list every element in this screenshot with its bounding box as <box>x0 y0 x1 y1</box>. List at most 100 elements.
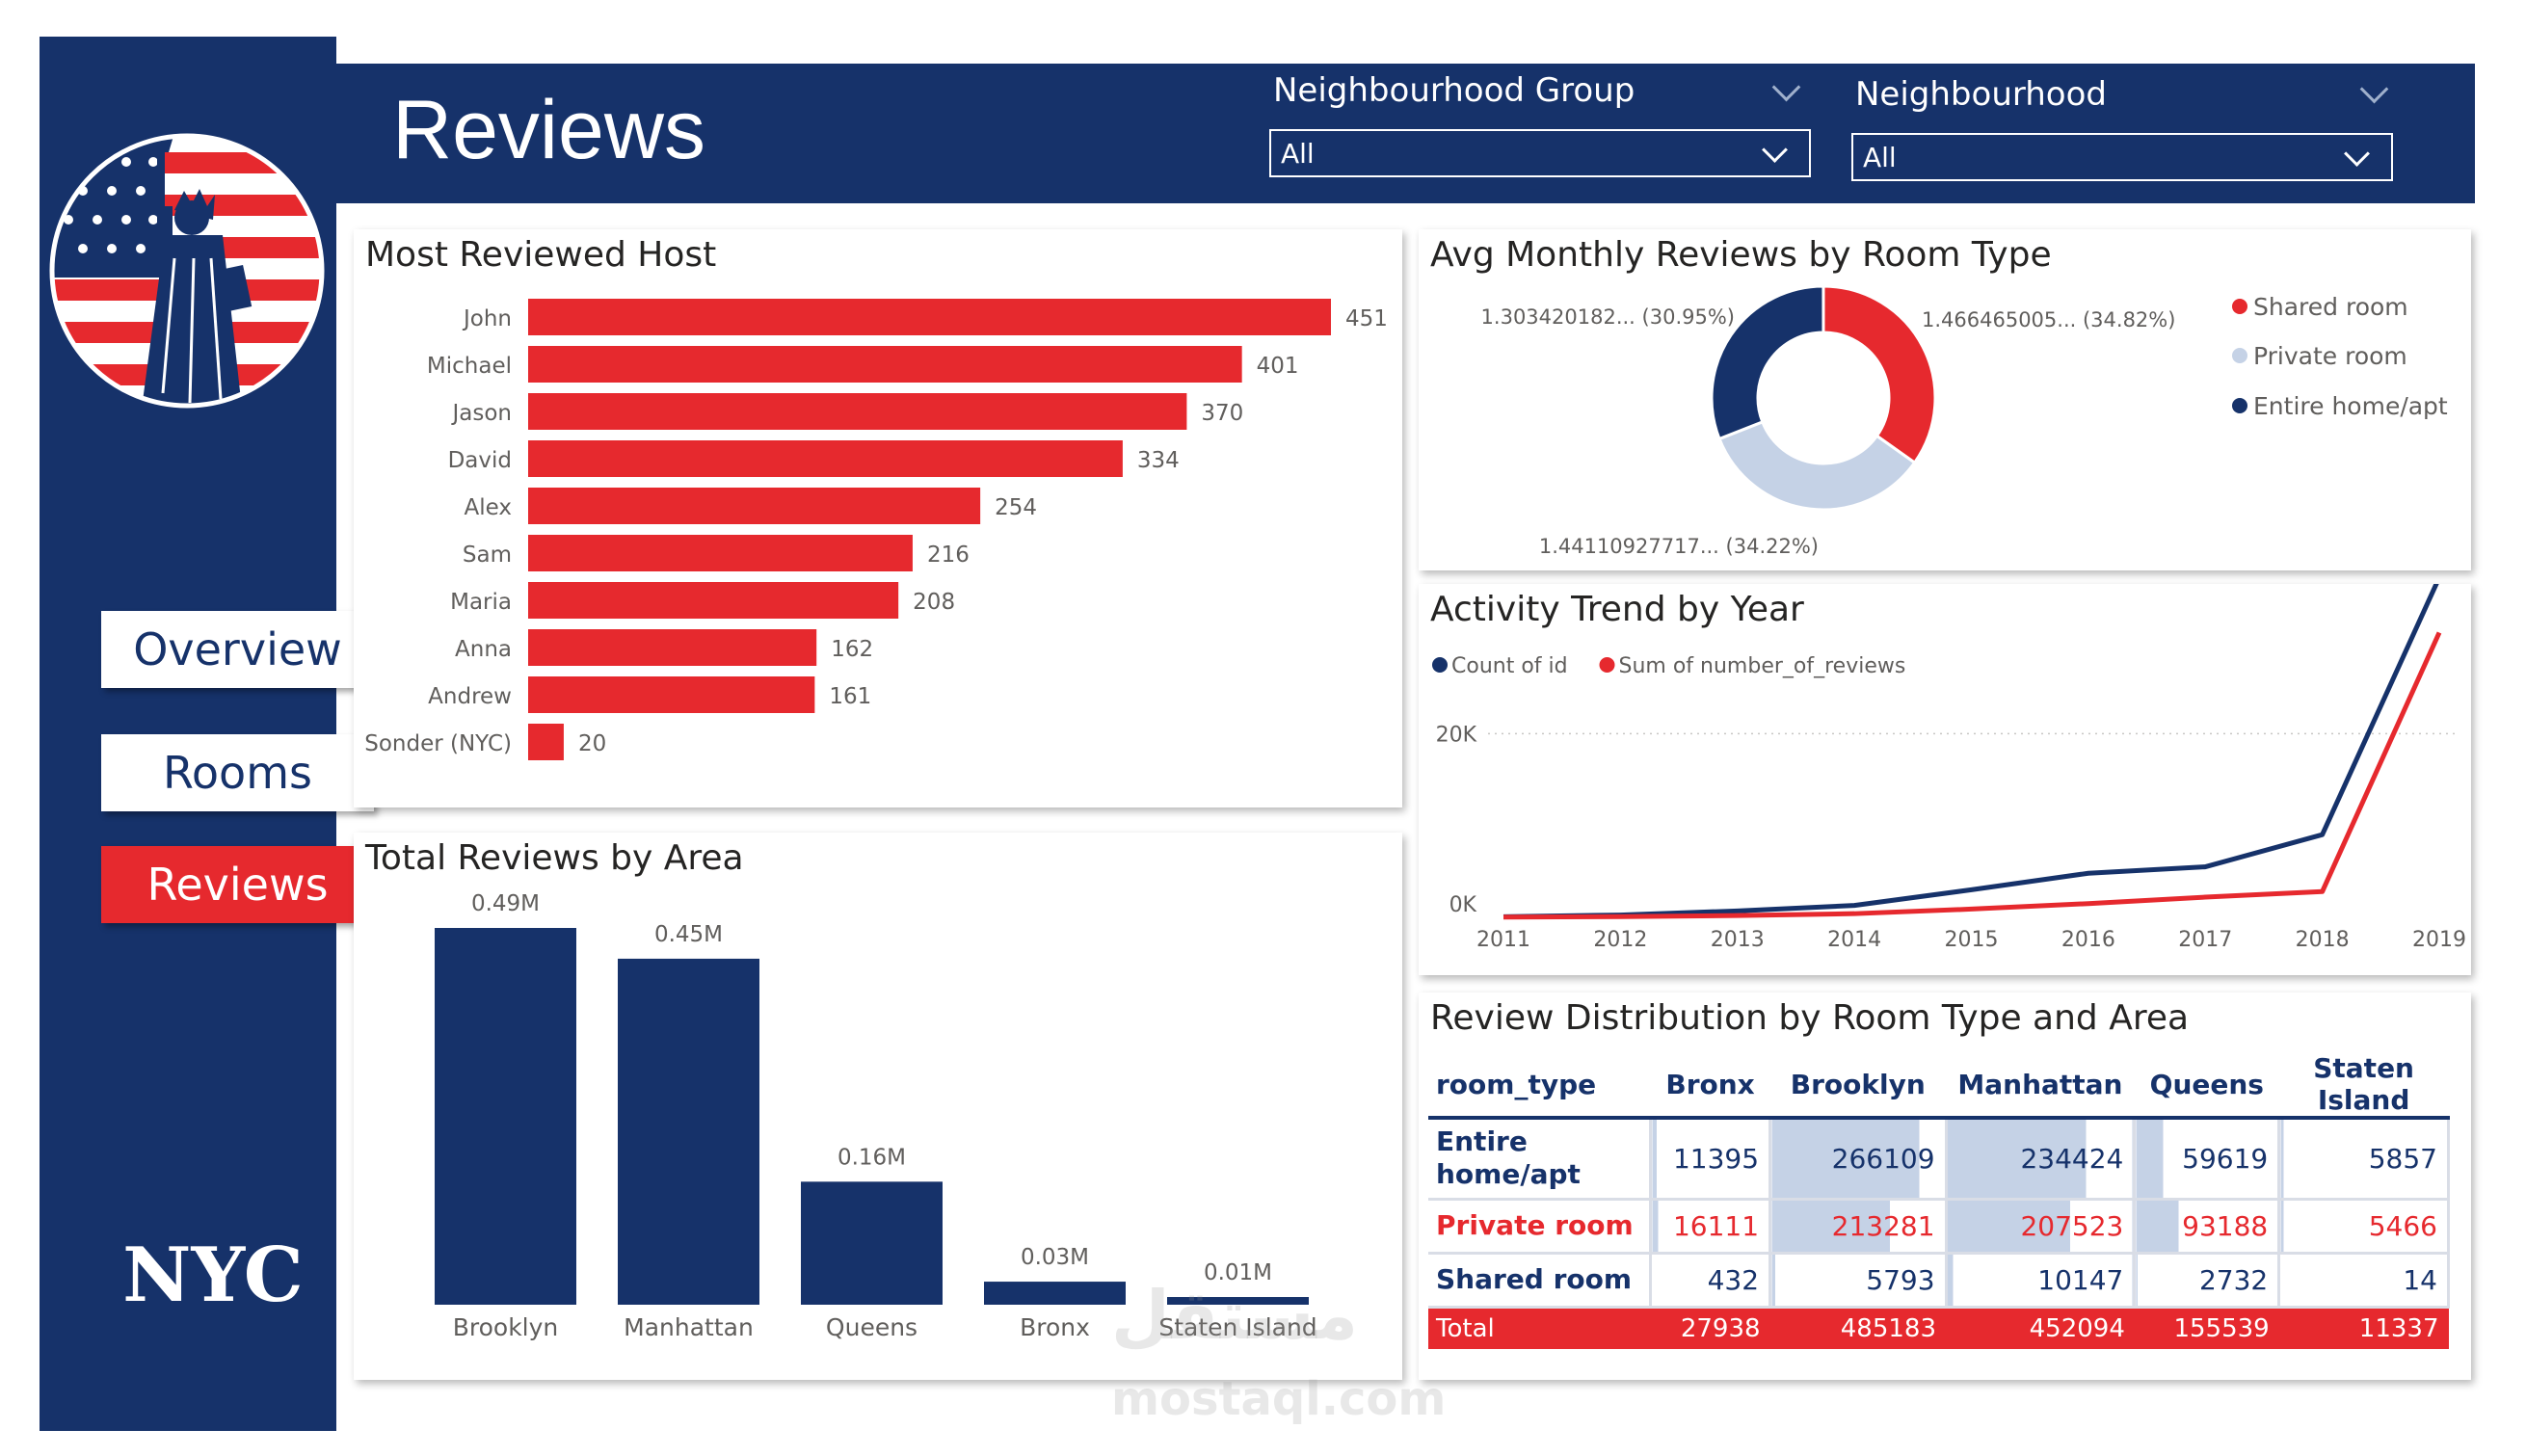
legend-dot <box>1432 657 1448 673</box>
matrix-cell: 2732 <box>2134 1253 2281 1307</box>
matrix-column-header[interactable]: Staten Island <box>2313 1052 2414 1116</box>
area-bar[interactable] <box>984 1282 1126 1305</box>
neighbourhood-group-slicer-label: Neighbourhood Group <box>1273 71 1635 110</box>
host-bar[interactable] <box>528 629 817 666</box>
neighbourhood-group-dropdown[interactable]: All <box>1269 129 1811 177</box>
matrix-cell: 10147 <box>1946 1253 2137 1307</box>
watermark-logo: مستقل <box>1111 1276 1359 1355</box>
matrix-column-header[interactable]: Brooklyn <box>1790 1068 1926 1100</box>
matrix-column-header[interactable]: room_type <box>1436 1068 1597 1100</box>
matrix-cell: 234424 <box>1946 1118 2137 1199</box>
matrix-cell: 5466 <box>2278 1199 2450 1253</box>
brand-label: NYC <box>122 1231 304 1319</box>
matrix-row[interactable]: Entire home/apt 11395 266109 234424 59619 585… <box>1428 1118 2450 1199</box>
legend-label[interactable]: Shared room <box>2253 293 2408 321</box>
x-tick-label: 2014 <box>1827 928 1881 952</box>
activity-trend-chart[interactable]: Count of id Sum of number_of_reviews 20K 0K… <box>1419 584 2471 975</box>
activity-trend-card[interactable]: Activity Trend by Year Count of id Sum of… <box>1419 584 2471 975</box>
matrix-column-header[interactable]: Manhattan <box>1957 1068 2123 1100</box>
chevron-down-icon <box>2344 141 2370 167</box>
legend-dot <box>1599 657 1615 673</box>
matrix-cell: 5793 <box>1769 1253 1948 1307</box>
matrix-column-header[interactable]: Queens <box>2149 1068 2264 1100</box>
review-distribution-card[interactable]: Review Distribution by Room Type and Are… <box>1419 993 2471 1380</box>
avg-monthly-reviews-donut[interactable]: 1.466465005... (34.82%) 1.44110927717... … <box>1419 229 2471 570</box>
neighbourhood-dropdown[interactable]: All <box>1851 133 2393 181</box>
x-tick-label: 2019 <box>2412 928 2466 952</box>
legend-dot <box>2232 398 2247 413</box>
host-label: Andrew <box>428 684 512 709</box>
header-bar: Reviews Neighbourhood Group All Neighbou… <box>336 64 2475 203</box>
host-label: Maria <box>450 590 512 615</box>
matrix-cell: 14 <box>2278 1253 2450 1307</box>
matrix-cell: 11395 <box>1650 1118 1772 1199</box>
chevron-down-icon[interactable] <box>1771 72 1801 102</box>
host-bar[interactable] <box>528 299 1331 335</box>
legend-label[interactable]: Private room <box>2253 342 2407 370</box>
chevron-down-icon[interactable] <box>2359 74 2389 104</box>
total-reviews-by-area-chart[interactable]: 0.49M Brooklyn 0.45M Manhattan 0.16M Queens 0.… <box>354 890 1402 1380</box>
series-line[interactable] <box>1502 584 2439 919</box>
x-tick-label: 2012 <box>1593 928 1647 952</box>
matrix-cell: 93188 <box>2134 1199 2281 1253</box>
matrix-cell: 266109 <box>1769 1118 1948 1199</box>
nav-rooms-button[interactable]: Rooms <box>101 734 374 811</box>
host-label: Jason <box>450 401 512 426</box>
x-tick-label: 2018 <box>2296 928 2350 952</box>
donut-data-label: 1.303420182... (30.95%) <box>1481 305 1735 329</box>
legend-label[interactable]: Count of id <box>1451 654 1568 678</box>
series-line[interactable] <box>1502 631 2442 920</box>
donut-data-label: 1.44110927717... (34.22%) <box>1539 535 1819 558</box>
host-value-label: 208 <box>913 590 955 615</box>
host-label: Sonder (NYC) <box>364 731 512 756</box>
host-bar[interactable] <box>528 393 1187 430</box>
legend-label[interactable]: Entire home/apt <box>2253 392 2448 420</box>
nav-overview-button[interactable]: Overview <box>101 611 374 688</box>
x-tick-label: 2011 <box>1476 928 1530 952</box>
total-reviews-by-area-title: Total Reviews by Area <box>365 838 744 878</box>
host-bar[interactable] <box>528 676 815 713</box>
donut-data-label: 1.466465005... (34.82%) <box>1922 308 2175 331</box>
most-reviewed-host-card[interactable]: Most Reviewed Host John 451 Michael 401 Jaso… <box>354 229 1402 807</box>
x-tick-label: 2016 <box>2061 928 2115 952</box>
area-bar[interactable] <box>435 928 576 1305</box>
matrix-row[interactable]: Shared room 432 5793 10147 2732 14 <box>1428 1253 2450 1307</box>
host-bar[interactable] <box>528 535 913 571</box>
host-bar[interactable] <box>528 346 1242 383</box>
area-bar[interactable] <box>801 1181 943 1305</box>
matrix-row[interactable]: Private room 16111 213281 207523 93188 5466 <box>1428 1199 2450 1253</box>
x-tick-label: 2015 <box>1945 928 1999 952</box>
donut-slice[interactable] <box>1821 284 1937 465</box>
legend-label[interactable]: Sum of number_of_reviews <box>1619 654 1906 678</box>
statue-of-liberty-flag-logo <box>49 133 325 409</box>
host-bar[interactable] <box>528 488 981 524</box>
matrix-total-cell: 485183 <box>1840 1313 1937 1343</box>
host-bar[interactable] <box>528 724 564 760</box>
donut-slice[interactable] <box>1717 419 1917 512</box>
matrix-row-label: Private room <box>1428 1199 1653 1253</box>
area-value-label: 0.01M <box>1204 1260 1272 1285</box>
area-bar[interactable] <box>1167 1297 1309 1305</box>
review-distribution-matrix[interactable]: room_type Bronx Brooklyn Manhattan Queens Sta… <box>1428 1052 2450 1349</box>
host-value-label: 20 <box>578 731 606 756</box>
page-title: Reviews <box>392 84 705 176</box>
nav-reviews-button[interactable]: Reviews <box>101 846 374 923</box>
area-category-label: Queens <box>826 1313 917 1341</box>
neighbourhood-value: All <box>1863 141 1897 173</box>
matrix-total-cell: 11337 <box>2358 1313 2439 1343</box>
host-label: John <box>462 306 512 331</box>
host-bar[interactable] <box>528 440 1123 477</box>
matrix-total-cell: 155539 <box>2173 1313 2270 1343</box>
area-value-label: 0.16M <box>838 1145 906 1170</box>
avg-monthly-reviews-card[interactable]: Avg Monthly Reviews by Room Type 1.46646… <box>1419 229 2471 570</box>
host-value-label: 334 <box>1137 448 1180 473</box>
area-bar[interactable] <box>618 958 759 1305</box>
matrix-total-row: Total 27938 485183 452094 155539 11337 <box>1428 1307 2449 1349</box>
total-reviews-by-area-card[interactable]: Total Reviews by Area 0.49M Brooklyn 0.45M… <box>354 833 1446 1426</box>
most-reviewed-host-chart[interactable]: John 451 Michael 401 Jason 370 David 334 Alex 254… <box>354 287 1402 798</box>
donut-slice[interactable] <box>1710 284 1825 441</box>
host-bar[interactable] <box>528 582 899 619</box>
matrix-cell: 432 <box>1650 1253 1772 1307</box>
matrix-column-header[interactable]: Bronx <box>1665 1068 1755 1100</box>
most-reviewed-host-title: Most Reviewed Host <box>365 235 717 275</box>
